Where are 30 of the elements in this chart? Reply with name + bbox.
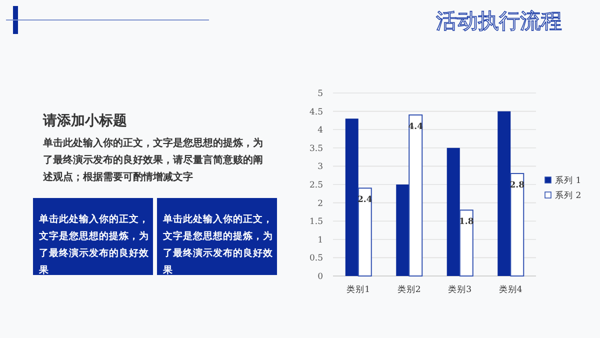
- bar: [510, 173, 524, 276]
- x-tick-label: 类别2: [397, 284, 421, 295]
- x-tick-label: 类别3: [448, 284, 472, 295]
- y-tick-label: 4: [318, 126, 323, 136]
- y-tick-label: 0.5: [309, 254, 323, 264]
- text: 单击此处输入你的正文，文字是您思想的提炼，为了最终演示发布的良好效果: [163, 212, 274, 278]
- text: 单击此处输入你的正文，文字是您思想的提炼，为了最终演示发布的良好效果: [39, 212, 150, 278]
- text: 请添加小标题: [43, 112, 127, 130]
- bar: [498, 111, 511, 276]
- x-tick-label: 类别1: [346, 284, 370, 295]
- y-tick-label: 2: [318, 198, 323, 209]
- legend-label: 系列 2: [555, 190, 582, 201]
- y-tick-label: 2.5: [309, 180, 323, 190]
- bar: [459, 210, 474, 276]
- y-tick-label: 1.5: [309, 217, 323, 228]
- bar: [408, 114, 423, 276]
- y-tick-label: 1: [318, 235, 323, 246]
- legend-label: 系列 1: [555, 175, 582, 186]
- bar: [446, 148, 460, 276]
- bar: [345, 118, 358, 276]
- x-tick-label: 类别4: [498, 284, 522, 295]
- y-tick-label: 5: [318, 89, 323, 99]
- y-tick-label: 3.5: [309, 144, 323, 154]
- y-tick-label: 0: [318, 272, 323, 282]
- y-tick-label: 4.5: [309, 107, 323, 118]
- y-tick-label: 3: [318, 162, 323, 172]
- text: 单击此处输入你的正文，文字是您思想的提炼，为了最终演示发布的良好效果，请尽量言简意赅的阐述观点；根据需要可酌情增减文字: [43, 136, 264, 185]
- bar: [358, 188, 372, 276]
- chart-title: 活动执行流程: [436, 8, 562, 35]
- bar: [396, 184, 410, 276]
